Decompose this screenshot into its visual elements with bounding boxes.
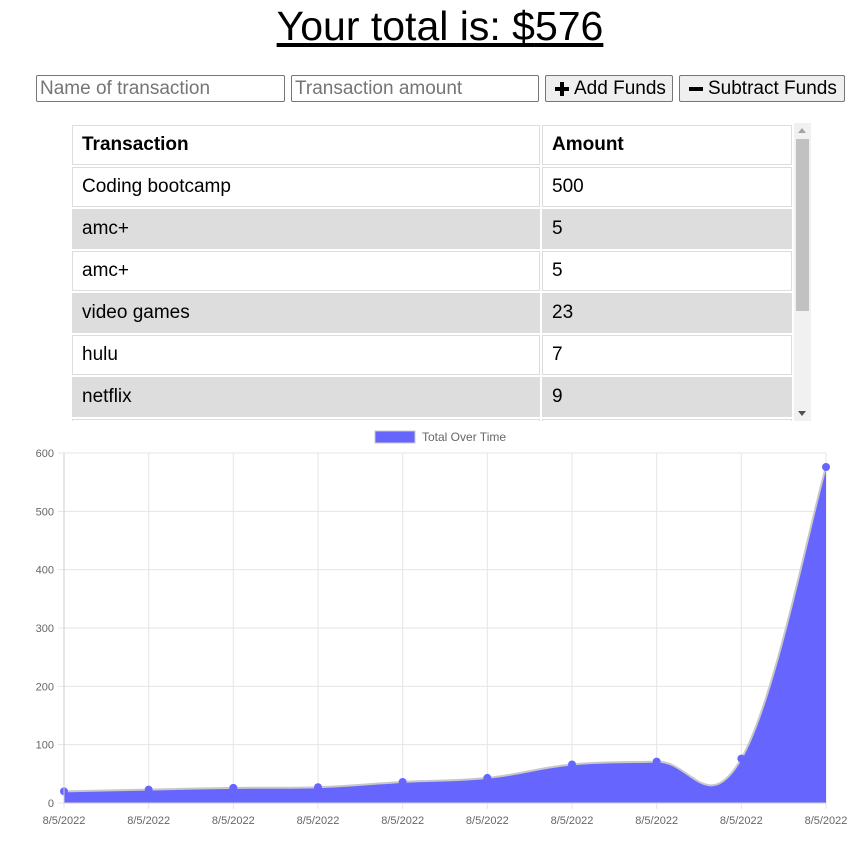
x-tick-label: 8/5/2022 [127,815,170,827]
x-tick-label: 8/5/2022 [297,815,340,827]
transaction-name-cell: Coding bootcamp [72,167,540,207]
transaction-amount-cell: 9 [542,377,792,417]
transactions-scroll-area[interactable]: Transaction Amount Coding bootcamp 500 a… [70,123,794,421]
transaction-name-input[interactable] [36,75,285,102]
x-tick-label: 8/5/2022 [381,815,424,827]
scrollbar-thumb[interactable] [796,139,809,311]
total-over-time-chart: 0 100 200 300 400 500 600 8/5/2022 8/5/2022 8/5/2… [36,430,848,827]
data-point [398,778,407,786]
y-tick-label: 200 [36,681,54,693]
table-row: video games 23 [72,293,792,333]
table-row: Coding bootcamp 500 [72,167,792,207]
legend-swatch [374,430,416,444]
series-line-total-over-time [63,466,827,793]
x-tick-label: 8/5/2022 [466,815,509,827]
table-row: netflix 9 [72,377,792,417]
data-point [144,785,153,794]
table-scrollbar[interactable] [794,123,811,421]
scroll-down-arrow-icon[interactable] [798,411,806,416]
total-amount: 576 [534,3,604,49]
total-prefix: Your total is: $ [276,3,535,49]
transaction-amount-cell: 23 [542,293,792,333]
transaction-amount-cell [542,419,792,421]
minus-icon [689,86,703,91]
add-funds-button[interactable]: Add Funds [545,75,673,102]
transaction-name-cell: netflix [72,377,540,417]
data-point [483,773,492,782]
x-tick-label: 8/5/2022 [635,815,678,827]
transaction-name-cell: video games [72,293,540,333]
table-row: amc+ 5 [72,209,792,249]
x-tick-label: 8/5/2022 [720,815,763,827]
table-row [72,419,792,421]
data-point [314,783,322,792]
y-tick-label: 500 [36,506,54,518]
transaction-name-cell [72,419,540,421]
legend-label: Total Over Time [422,430,506,444]
column-header-amount: Amount [542,125,792,165]
y-tick-label: 300 [36,623,54,635]
x-tick-label: 8/5/2022 [43,815,86,827]
transaction-name-cell: hulu [72,335,540,375]
table-row: amc+ 5 [72,251,792,291]
data-point [568,760,576,769]
transaction-name-cell: amc+ [72,209,540,249]
transaction-amount-cell: 500 [542,167,792,207]
table-row: hulu 7 [72,335,792,375]
total-heading: Your total is: $576 [0,0,862,52]
area-fill [64,467,826,803]
transaction-name-cell: amc+ [72,251,540,291]
transaction-form: Add Funds Subtract Funds [36,75,845,102]
transaction-amount-cell: 5 [542,251,792,291]
x-tick-label: 8/5/2022 [805,815,848,827]
subtract-funds-button[interactable]: Subtract Funds [679,75,845,102]
y-tick-label: 100 [36,740,54,752]
plus-icon [555,81,569,96]
y-tick-label: 0 [48,798,54,810]
data-point [737,754,746,763]
transaction-amount-cell: 7 [542,335,792,375]
x-tick-label: 8/5/2022 [551,815,594,827]
column-header-transaction: Transaction [72,125,540,165]
subtract-funds-label: Subtract Funds [708,77,837,99]
add-funds-label: Add Funds [574,77,666,99]
y-tick-label: 600 [36,448,54,460]
x-tick-label: 8/5/2022 [212,815,255,827]
table-header-row: Transaction Amount [72,125,792,165]
data-point [652,757,661,766]
scroll-up-arrow-icon[interactable] [798,128,806,133]
data-point [822,463,830,471]
transactions-table: Transaction Amount Coding bootcamp 500 a… [70,123,794,421]
transactions-table-container: Transaction Amount Coding bootcamp 500 a… [70,123,811,421]
transaction-amount-cell: 5 [542,209,792,249]
transaction-amount-input[interactable] [291,75,539,102]
data-point [229,783,238,792]
y-tick-label: 400 [36,565,54,577]
